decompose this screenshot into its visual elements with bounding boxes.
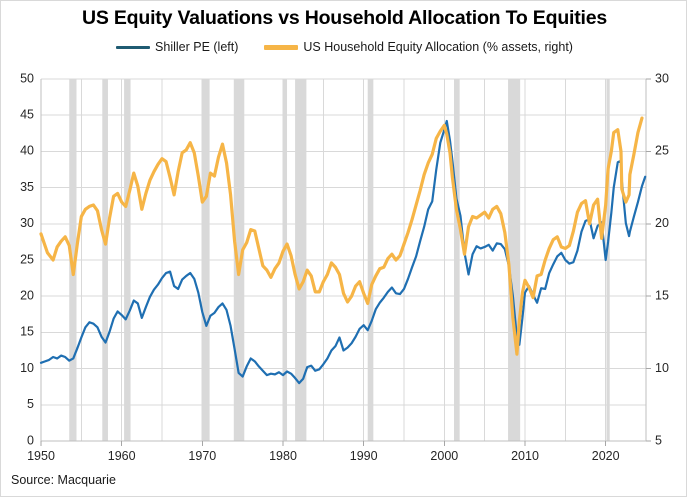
y-axis-right-tick-label: 15 [655,288,669,302]
source-note: Source: Macquarie [11,473,116,487]
series-line-allocation [39,116,644,356]
x-axis-tick-label: 1950 [27,449,55,463]
legend-label-shiller-pe: Shiller PE (left) [155,40,239,54]
x-axis-tick-label: 1970 [188,449,216,463]
series-line-shiller-pe [39,119,647,385]
y-axis-left-tick-label: 20 [20,288,34,302]
chart-title: US Equity Valuations vs Household Alloca… [81,7,608,29]
line-swatch-blue-icon [116,45,151,49]
y-axis-left-tick-label: 35 [20,180,34,194]
y-axis-right-tick-label: 30 [655,71,669,85]
x-axis-tick-label: 1980 [269,449,297,463]
y-axis-left-tick-label: 45 [20,107,34,121]
y-axis-left-tick-label: 10 [20,361,34,375]
x-axis-tick-label: 2020 [592,449,620,463]
x-axis-tick-label: 2010 [511,449,539,463]
y-axis-left-tick-label: 25 [20,252,34,266]
y-axis-left-tick-label: 50 [20,71,34,85]
y-axis-right-tick-label: 20 [655,216,669,230]
y-axis-right-tick-label: 10 [655,361,669,375]
y-axis-left-tick-label: 0 [27,433,34,447]
y-axis-right-tick-label: 5 [655,433,662,447]
legend-item-shiller-pe[interactable]: Shiller PE (left) [116,41,238,54]
y-axis-right-tick-label: 25 [655,144,669,158]
x-axis-tick-label: 2000 [430,449,458,463]
legend-item-household-allocation[interactable]: US Household Equity Allocation (% assets… [264,41,573,54]
x-axis-tick-label: 1990 [350,449,378,463]
y-axis-left-tick-label: 30 [20,216,34,230]
y-axis-left-tick-label: 40 [20,144,34,158]
line-swatch-orange-icon [264,44,299,50]
legend-label-household-allocation: US Household Equity Allocation (% assets… [303,40,573,54]
x-axis-tick-label: 1960 [108,449,136,463]
y-axis-left-tick-label: 5 [27,397,34,411]
y-axis-left-tick-label: 15 [20,325,34,339]
chart-legend: Shiller PE (left) US Household Equity Al… [1,41,686,54]
